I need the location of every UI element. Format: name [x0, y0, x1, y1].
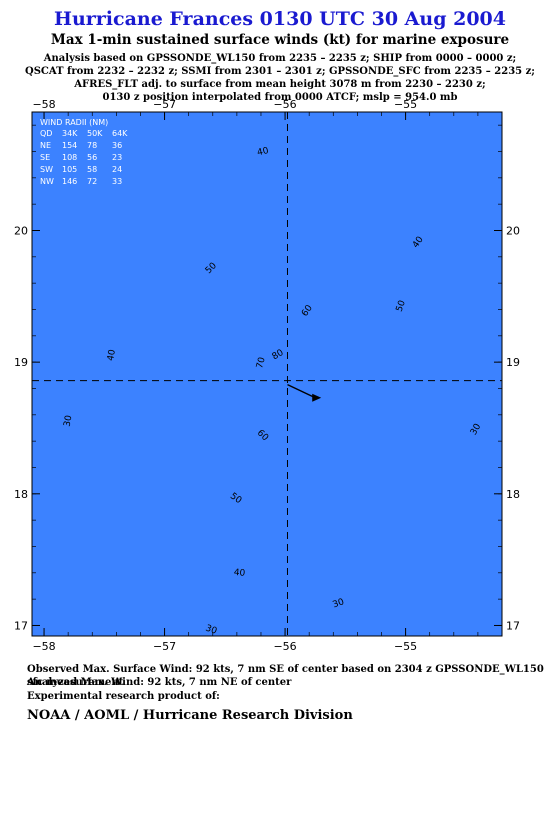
- y-tick-label-right: 20: [506, 224, 520, 237]
- plot-frame: [31, 111, 503, 637]
- y-tick-label-left: 20: [14, 224, 28, 237]
- y-tick-label-left: 19: [14, 356, 28, 369]
- contour-label: 40: [256, 146, 270, 158]
- analysis-info-line-4: 0130 z position interpolated from 0000 A…: [102, 92, 458, 103]
- wind-radii-column-header: 64K: [112, 129, 128, 138]
- contour-label: 40: [106, 348, 118, 361]
- observed-max-wind-text: Observed Max. Surface Wind: 92 kts, 7 nm…: [27, 664, 544, 688]
- y-tick-label-right: 17: [506, 619, 520, 632]
- background-wind-field: [32, 112, 502, 636]
- wind-radii-cell: 78: [87, 141, 97, 150]
- wind-radii-cell: 146: [62, 177, 77, 186]
- wind-radii-cell: 58: [87, 165, 97, 174]
- wind-radii-cell: 105: [62, 165, 77, 174]
- x-tick-label-bottom: −58: [32, 640, 55, 653]
- wind-radii-cell: 154: [62, 141, 77, 150]
- contour-label: 30: [63, 414, 75, 427]
- wind-radii-header: WIND RADII (NM): [40, 118, 108, 127]
- analysis-info-line-3: AFRES_FLT adj. to surface from mean heig…: [74, 79, 486, 90]
- experimental-product-text: Experimental research product of:: [27, 691, 220, 702]
- x-tick-label-top: −58: [32, 98, 55, 111]
- wind-radii-cell: NE: [40, 141, 51, 150]
- x-tick-label-top: −55: [394, 98, 417, 111]
- wind-radii-cell: NW: [40, 177, 54, 186]
- analysis-info-line-2: QSCAT from 2232 – 2232 z; SSMI from 2301…: [25, 66, 535, 77]
- wind-radii-cell: SW: [40, 165, 53, 174]
- contour-label: 30: [332, 597, 346, 610]
- x-tick-label-top: −56: [273, 98, 296, 111]
- x-tick-label-bottom: −55: [394, 640, 417, 653]
- contour-label: 50: [395, 299, 408, 313]
- y-tick-label-left: 17: [14, 619, 28, 632]
- contour-label: 70: [255, 356, 268, 370]
- wind-radii-column-header: QD: [40, 129, 52, 138]
- x-tick-label-bottom: −57: [153, 640, 176, 653]
- wind-radii-cell: 23: [112, 153, 122, 162]
- y-tick-label-right: 18: [506, 488, 520, 501]
- organization-name: NOAA / AOML / Hurricane Research Divisio…: [27, 708, 353, 723]
- wind-radii-cell: 108: [62, 153, 77, 162]
- wind-radii-cell: 72: [87, 177, 97, 186]
- wind-radii-cell: 33: [112, 177, 122, 186]
- chart-subtitle: Max 1-min sustained surface winds (kt) f…: [50, 32, 510, 48]
- wind-radii-cell: SE: [40, 153, 50, 162]
- y-tick-label-left: 18: [14, 488, 28, 501]
- analyzed-max-wind-text: Analyzed Max. Wind: 92 kts, 7 nm NE of c…: [27, 677, 292, 688]
- x-tick-label-top: −57: [153, 98, 176, 111]
- wind-radii-column-header: 34K: [62, 129, 78, 138]
- storm-motion-arrow-head: [312, 393, 322, 402]
- chart-title: Hurricane Frances 0130 UTC 30 Aug 2004: [54, 8, 506, 30]
- wind-radii-cell: 24: [112, 165, 122, 174]
- analysis-info-line-1: Analysis based on GPSSONDE_WL150 from 22…: [43, 53, 517, 64]
- wind-radii-cell: 36: [112, 141, 122, 150]
- y-tick-label-right: 19: [506, 356, 520, 369]
- contour-label: 30: [204, 624, 218, 637]
- contour-label: 40: [233, 568, 246, 579]
- wind-radii-cell: 56: [87, 153, 97, 162]
- x-tick-label-bottom: −56: [273, 640, 296, 653]
- wind-radii-column-header: 50K: [87, 129, 103, 138]
- storm-motion-arrow-shaft: [287, 383, 316, 399]
